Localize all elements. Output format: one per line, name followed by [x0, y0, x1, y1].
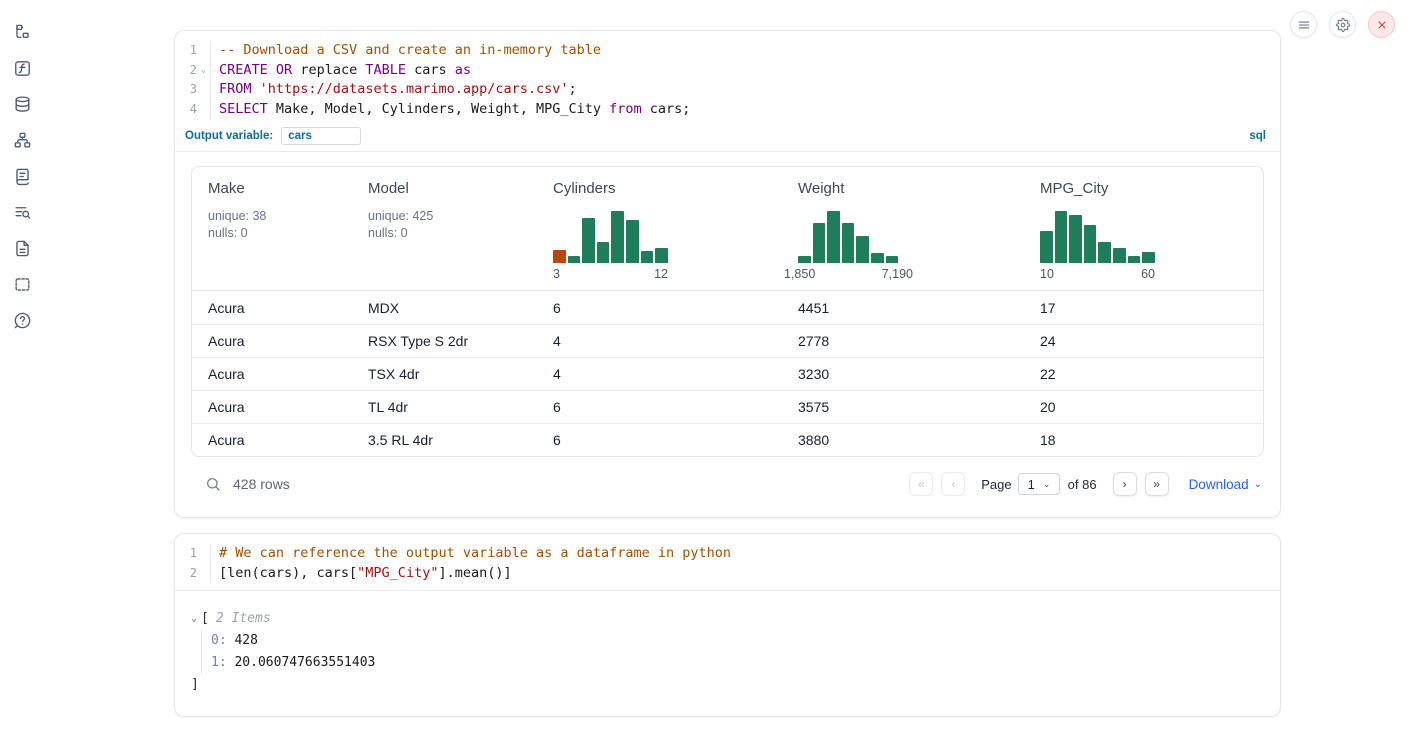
python-output: ⌄ [ 2 Items 0: 428 1: 20.060747663551403…: [175, 590, 1280, 716]
chevron-down-icon: ⌄: [1253, 478, 1262, 490]
column-header-make[interactable]: Make unique: 38 nulls: 0: [192, 167, 352, 290]
hist-min-label: 10: [1040, 267, 1054, 282]
dependency-graph-icon[interactable]: [11, 129, 33, 151]
scratchpad-icon[interactable]: [11, 165, 33, 187]
close-bracket: ]: [191, 677, 199, 693]
column-stat-unique: unique: 425: [368, 209, 434, 224]
table-header-row: Make unique: 38 nulls: 0 Model unique: 4…: [192, 167, 1263, 292]
documentation-icon[interactable]: [11, 237, 33, 259]
code-line: 1 # We can reference the output variable…: [175, 544, 1280, 564]
list-entries: 0: 428 1: 20.060747663551403: [201, 630, 1264, 675]
table-row: Acura TL 4dr 6 3575 20: [192, 390, 1263, 423]
hist-min-label: 3: [553, 267, 560, 282]
language-badge[interactable]: sql: [1249, 130, 1266, 143]
open-bracket: [: [201, 611, 209, 627]
download-button[interactable]: Download ⌄: [1188, 476, 1262, 492]
function-icon[interactable]: [11, 57, 33, 79]
output-variable-row: Output variable: sql: [175, 126, 1280, 153]
python-cell: 1 # We can reference the output variable…: [174, 533, 1281, 718]
output-variable-label: Output variable:: [185, 130, 274, 143]
line-number: 2: [189, 62, 197, 77]
collapse-caret-icon[interactable]: ⌄: [191, 613, 198, 625]
file-tree-icon[interactable]: [11, 21, 33, 43]
data-table: Make unique: 38 nulls: 0 Model unique: 4…: [191, 166, 1264, 458]
table-row: Acura TSX 4dr 4 3230 22: [192, 357, 1263, 390]
mpg-city-histogram: 10 60: [1040, 211, 1155, 281]
line-number: 2: [189, 565, 197, 580]
list-item: 1: 20.060747663551403: [211, 655, 376, 671]
column-stat-nulls: nulls: 0: [208, 225, 248, 240]
last-page-icon[interactable]: »: [1144, 472, 1169, 497]
column-header-cylinders[interactable]: Cylinders 3 12: [553, 180, 668, 282]
output-variable-input[interactable]: [281, 127, 362, 146]
code-line: 2 ⌄ CREATE OR replace TABLE cars as: [175, 60, 1280, 81]
hist-max-label: 60: [1141, 267, 1155, 282]
next-page-icon[interactable]: ›: [1112, 472, 1137, 497]
help-icon[interactable]: [11, 309, 33, 331]
search-icon[interactable]: [205, 476, 221, 492]
pagination: « ‹ Page 1 ⌄ of 86 › » Download ⌄: [909, 472, 1262, 497]
settings-gear-icon[interactable]: [1329, 11, 1356, 38]
list-item: 0: 428: [211, 633, 258, 649]
menu-icon[interactable]: [1290, 11, 1317, 38]
shutdown-close-icon[interactable]: [1368, 11, 1395, 38]
sql-output-area: Make unique: 38 nulls: 0 Model unique: 4…: [175, 152, 1280, 517]
sidebar: [0, 0, 44, 729]
prev-page-icon[interactable]: ‹: [941, 472, 966, 497]
table-row: Acura MDX 6 4451 17: [208, 299, 1056, 316]
database-icon[interactable]: [11, 93, 33, 115]
line-number: 1: [189, 546, 197, 560]
code-line: 1 -- Download a CSV and create an in-mem…: [175, 41, 1280, 61]
table-footer: 428 rows « ‹ Page 1 ⌄ of 86 › » Download…: [191, 467, 1264, 501]
sql-cell: 1 -- Download a CSV and create an in-mem…: [174, 30, 1281, 519]
table-row: Acura 3.5 RL 4dr 6 3880 18: [192, 423, 1263, 456]
cylinders-histogram: 3 12: [553, 211, 668, 281]
weight-histogram: 1,850 7,190: [784, 211, 913, 281]
line-number: 1: [189, 43, 197, 57]
page-total: of 86: [1067, 476, 1097, 492]
page-select[interactable]: 1 ⌄: [1017, 473, 1060, 496]
hist-min-label: 1,850: [784, 267, 816, 282]
line-number: 3: [189, 82, 197, 97]
logs-icon[interactable]: [11, 201, 33, 223]
row-count: 428 rows: [233, 476, 290, 493]
page-label: Page: [981, 476, 1012, 492]
line-number: 4: [189, 101, 197, 116]
sql-code-editor[interactable]: 1 -- Download a CSV and create an in-mem…: [175, 31, 1280, 126]
column-header-weight[interactable]: Weight 1,850 7,190: [784, 180, 913, 282]
python-code-editor[interactable]: 1 # We can reference the output variable…: [175, 534, 1280, 590]
column-header-mpg-city[interactable]: MPG_City 10 60: [1040, 180, 1155, 282]
code-line: 4 SELECT Make, Model, Cylinders, Weight,…: [175, 99, 1280, 120]
table-row: Acura RSX Type S 2dr 4 2778 24: [192, 324, 1263, 357]
chevron-down-icon: ⌄: [1042, 478, 1051, 489]
notebook-actions: [1290, 11, 1395, 38]
column-stat-unique: unique: 38: [208, 209, 267, 224]
hist-max-label: 7,190: [881, 267, 913, 282]
code-line: 2 [len(cars), cars["MPG_City"].mean()]: [175, 563, 1280, 584]
column-stat-nulls: nulls: 0: [368, 225, 408, 240]
column-header-model[interactable]: Model unique: 425 nulls: 0: [352, 167, 537, 290]
snippets-icon[interactable]: [11, 273, 33, 295]
first-page-icon[interactable]: «: [909, 472, 934, 497]
items-count: 2 Items: [215, 611, 271, 627]
fold-caret-icon[interactable]: ⌄: [200, 64, 207, 75]
code-line: 3 FROM 'https://datasets.marimo.app/cars…: [175, 80, 1280, 100]
hist-max-label: 12: [654, 267, 668, 282]
